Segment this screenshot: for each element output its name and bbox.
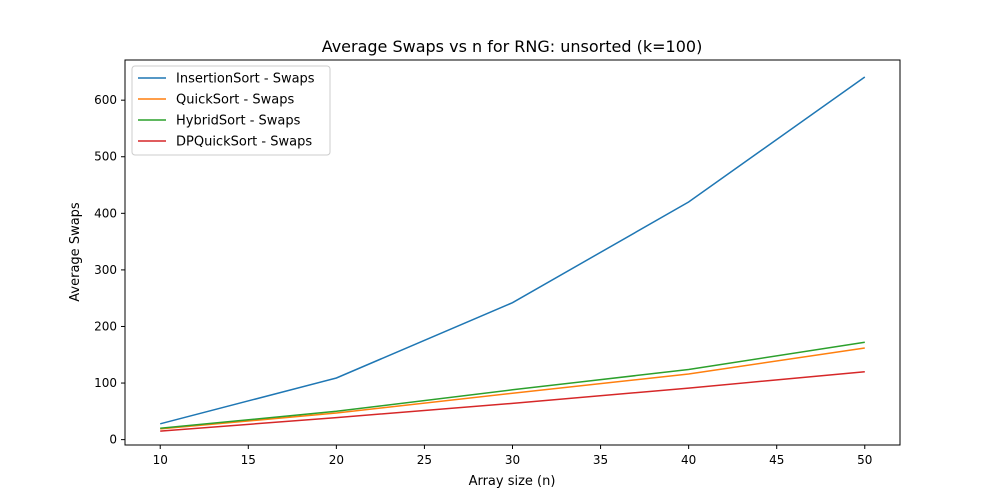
y-tick-label: 600	[94, 93, 117, 107]
y-tick-label: 0	[109, 433, 117, 447]
y-axis-ticks: 0 100 200 300 400 500 600	[94, 93, 125, 447]
y-tick-label: 100	[94, 376, 117, 390]
series-line-0	[160, 76, 866, 425]
legend: InsertionSort - Swaps QuickSort - Swaps Hy…	[131, 65, 331, 156]
x-tick-label: 15	[241, 453, 256, 467]
x-axis-ticks: 10 15 20 25 30 35 40 45 50	[153, 445, 872, 467]
x-tick-label: 50	[857, 453, 872, 467]
legend-label: InsertionSort - Swaps	[176, 72, 315, 87]
legend-label: HybridSort - Swaps	[176, 114, 301, 129]
x-axis-label: Array size (n)	[469, 474, 556, 489]
y-tick-label: 500	[94, 150, 117, 164]
y-tick-label: 400	[94, 206, 117, 220]
chart-title: Average Swaps vs n for RNG: unsorted (k=…	[322, 37, 703, 56]
legend-label: DPQuickSort - Swaps	[176, 135, 312, 150]
series-line-1	[160, 347, 865, 430]
x-tick-label: 45	[769, 453, 784, 467]
y-axis-label: Average Swaps	[68, 202, 83, 302]
y-tick-label: 200	[94, 319, 117, 333]
series-line-2	[160, 341, 865, 430]
x-tick-label: 20	[329, 453, 344, 467]
x-tick-label: 40	[681, 453, 696, 467]
y-tick-label: 300	[94, 263, 117, 277]
plot-lines	[160, 76, 866, 432]
legend-box	[131, 65, 331, 156]
x-tick-label: 25	[417, 453, 432, 467]
series-line-3	[160, 370, 865, 432]
x-tick-label: 30	[505, 453, 520, 467]
x-tick-label: 10	[153, 453, 168, 467]
x-tick-label: 35	[593, 453, 608, 467]
legend-label: QuickSort - Swaps	[176, 93, 294, 108]
